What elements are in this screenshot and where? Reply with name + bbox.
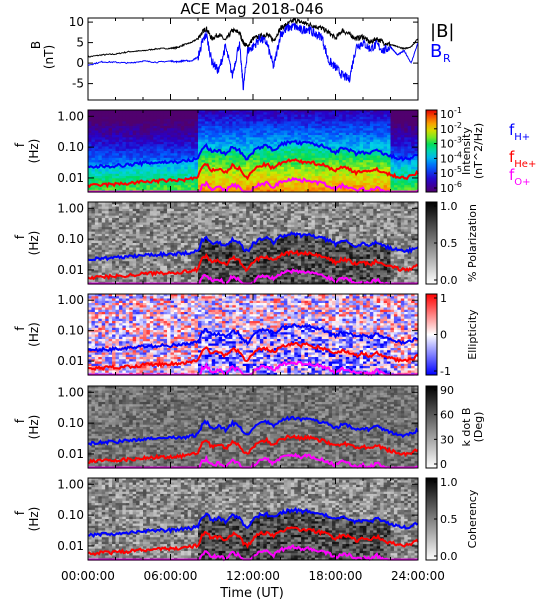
x-tick-label: 18:00:00 [309,569,363,583]
legend-entry-B-radial: B [430,41,442,62]
colorbar-tick-label: 1.0 [440,200,458,213]
y-tick-label: 0.10 [57,508,84,522]
y-tick-label: -5 [72,77,84,91]
colorbar-4 [426,386,437,468]
y-tick-label: 1.00 [57,385,84,399]
colorbar-tick-label: 60 [440,409,454,422]
y-axis-label-units: (Hz) [27,139,41,164]
y-tick-label: 0.10 [57,140,84,154]
colorbar-1 [426,110,437,192]
y-axis-label: f [13,326,27,331]
colorbar-tick-label: 0.5 [440,237,458,250]
y-tick-label: 1.00 [57,201,84,215]
colorbar-label: Coherency [466,489,479,548]
colorbar-tick-label: 1.0 [440,476,458,489]
y-tick-label: 10 [69,15,84,29]
colorbar-label-units: (nT^2/Hz) [472,123,485,179]
colorbar-label: Ellipticity [466,309,479,360]
colorbar-tick-label: 10-4 [440,150,462,165]
y-axis-label: B [29,41,43,49]
y-tick-label: 5 [76,36,84,50]
legend-entry-B-magnitude: |B| [430,21,454,42]
colorbar-tick-label: 10-3 [440,136,462,151]
colorbar-tick-label: 10-5 [440,165,462,180]
y-axis-label: f [13,418,27,423]
colorbar-tick-label: 10-2 [440,121,462,136]
y-tick-label: 1.00 [57,477,84,491]
x-tick-label: 24:00:00 [391,569,445,583]
colorbar-tick-label: 10-6 [440,180,462,195]
y-tick-label: 0.01 [57,171,84,185]
y-tick-label: 0 [76,56,84,70]
colorbar-tick-label: 10-1 [440,106,462,121]
colorbar-tick-label: 0 [440,458,447,471]
y-axis-label: f [13,142,27,147]
x-tick-label: 12:00:00 [226,569,280,583]
y-tick-label: 1.00 [57,293,84,307]
y-axis-label-units: (Hz) [27,322,41,347]
x-axis-label: Time (UT) [219,586,284,600]
y-tick-label: 0.01 [57,354,84,368]
colorbar-label: % Polarization [466,204,479,282]
legend-entry-B-radial-subscript: R [443,52,451,65]
y-tick-label: 0.10 [57,416,84,430]
y-tick-label: 0.01 [57,447,84,461]
y-axis-label-units: (Hz) [27,507,41,532]
colorbar-tick-label: 0.0 [440,274,458,287]
y-tick-label: 1.00 [57,109,84,123]
y-tick-label: 0.10 [57,324,84,338]
x-tick-label: 00:00:00 [61,569,115,583]
colorbar-tick-label: 90 [440,384,454,397]
colorbar-tick-label: -1 [440,365,451,378]
colorbar-tick-label: 0 [440,329,447,342]
colorbar-label-units: (Deg) [472,412,485,443]
legend-entry-H+: fH+ [509,121,530,143]
mag-panel-frame [88,18,418,100]
colorbar-tick-label: 0.0 [440,550,458,563]
y-tick-label: 0.01 [57,263,84,277]
chart-title: ACE Mag 2018-046 [180,0,323,18]
colorbar-tick-label: 1 [440,292,447,305]
y-axis-label-units: (Hz) [27,231,41,256]
x-tick-label: 06:00:00 [144,569,198,583]
y-axis-label-units: (nT) [42,45,56,69]
y-tick-label: 0.10 [57,232,84,246]
y-axis-label-units: (Hz) [27,415,41,440]
colorbar-tick-label: 0.5 [440,513,458,526]
y-axis-label: f [13,234,27,239]
colorbar-tick-label: 30 [440,433,454,446]
y-tick-label: 0.01 [57,539,84,553]
y-axis-label: f [13,510,27,515]
